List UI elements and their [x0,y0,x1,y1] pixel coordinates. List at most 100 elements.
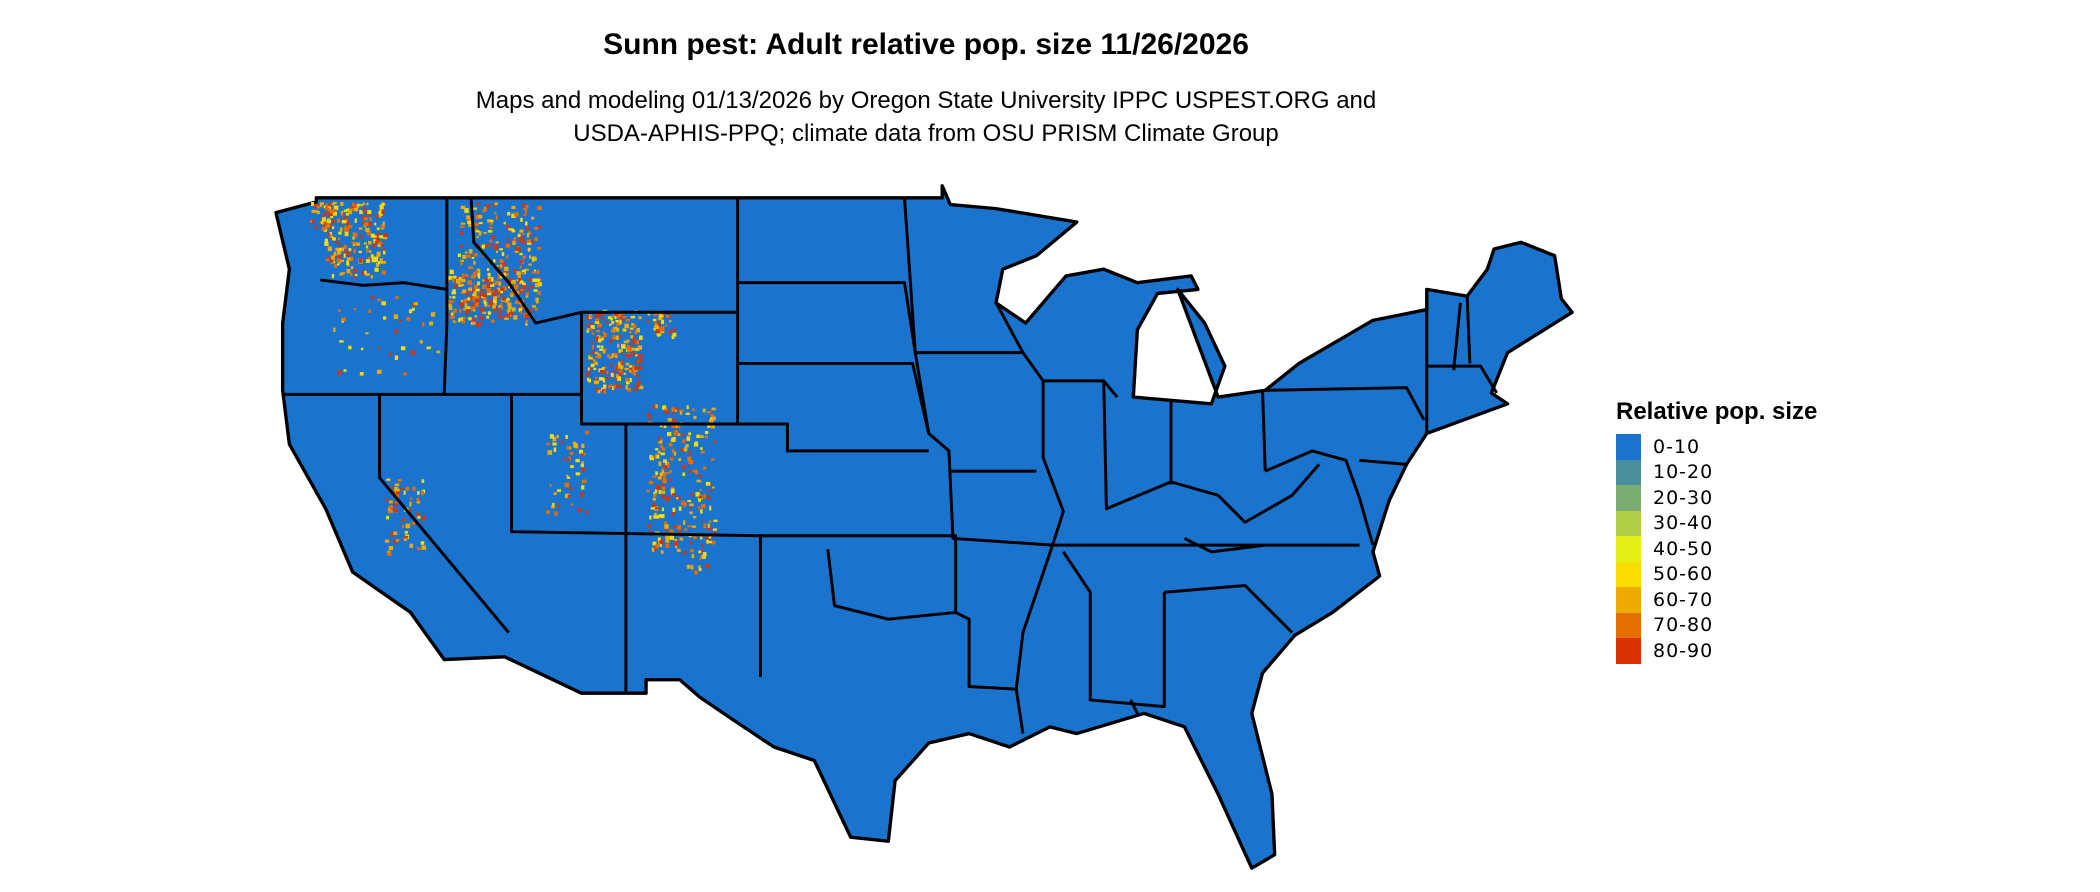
hotspot-cell [653,327,658,331]
hotspot-cell [421,322,425,327]
hotspot-cell [517,280,520,283]
hotspot-cell [380,213,383,216]
hotspot-cell [695,492,700,497]
hotspot-cell [698,550,702,554]
hotspot-cell [528,263,532,266]
hotspot-cell [375,262,379,267]
hotspot-cell [514,250,519,253]
hotspot-cell [494,280,499,285]
hotspot-cell [343,253,346,258]
hotspot-cell [611,386,615,391]
hotspot-cell [332,237,336,241]
hotspot-cell [638,316,642,320]
hotspot-cell [608,356,613,359]
hotspot-cell [594,321,600,324]
hotspot-cell [504,266,509,272]
hotspot-cell [482,284,487,289]
hotspot-cell [692,408,695,412]
hotspot-cell [376,233,379,237]
hotspot-cell [683,502,687,507]
hotspot-cell [523,213,527,217]
hotspot-cell [328,207,331,212]
hotspot-cell [536,278,540,283]
hotspot-cell [472,309,476,312]
legend-item: 60-70 [1616,587,1817,613]
hotspot-cell [482,298,487,301]
hotspot-cell [549,483,552,487]
hotspot-cell [551,505,555,509]
hotspot-cell [454,320,457,324]
hotspot-cell [400,346,406,351]
hotspot-cell [493,244,499,250]
hotspot-cell [482,292,487,298]
hotspot-cell [465,291,469,296]
hotspot-cell [662,478,667,484]
hotspot-cell [353,248,356,254]
hotspot-cell [521,281,525,285]
hotspot-cell [329,209,334,214]
legend-swatch [1616,459,1641,485]
hotspot-cell [384,539,390,543]
hotspot-cell [410,350,416,355]
hotspot-cell [625,385,629,390]
hotspot-cell [661,490,666,494]
hotspot-cell [510,292,514,297]
hotspot-cell [339,273,343,276]
hotspot-cell [655,448,659,451]
hotspot-cell [472,321,476,325]
hotspot-cell [616,374,619,379]
hotspot-cell [690,493,694,496]
hotspot-cell [370,275,374,279]
hotspot-cell [637,380,641,385]
legend-swatch [1616,485,1641,511]
hotspot-cell [348,247,352,252]
hotspot-cell [500,287,505,293]
hotspot-cell [481,254,485,257]
hotspot-cell [501,261,507,266]
hotspot-cell [658,439,663,444]
hotspot-cell [706,411,712,414]
hotspot-cell [662,472,667,477]
hotspot-cell [553,447,557,453]
hotspot-cell [527,278,533,281]
hotspot-cell [511,205,516,210]
legend-label: 80-90 [1653,639,1714,662]
hotspot-cell [700,447,703,451]
hotspot-cell [379,258,383,262]
hotspot-cell [616,311,622,317]
hotspot-cell [713,519,718,523]
hotspot-cell [566,476,571,479]
hotspot-cell [343,369,347,372]
hotspot-cell [409,501,412,507]
hotspot-cell [617,372,623,376]
hotspot-cell [327,206,332,210]
hotspot-cell [655,471,658,476]
hotspot-cell [664,524,669,529]
hotspot-cell [466,306,471,309]
hotspot-cell [337,370,342,375]
hotspot-cell [359,234,363,238]
hotspot-cell [648,523,651,528]
hotspot-cell [581,453,584,456]
hotspot-cell [505,299,509,303]
state-borders [282,197,1499,734]
hotspot-cell [634,340,640,345]
hotspot-cell [389,352,392,357]
hotspot-cell [686,405,689,410]
hotspot-cell [377,369,382,374]
hotspot-cell [322,216,326,222]
hotspot-cell [669,470,672,473]
hotspot-cell [484,301,488,307]
hotspot-cell [708,489,713,492]
hotspot-cell [574,444,579,449]
hotspot-cell [372,243,376,248]
hotspot-cell [648,414,652,420]
hotspot-cell [388,507,391,511]
hotspot-cell [702,552,707,557]
hotspot-cell [499,248,503,251]
hotspot-cell [485,244,489,248]
hotspot-cell [462,273,465,278]
hotspot-cell [622,316,627,319]
legend: Relative pop. size 0-10 10-20 20-30 30-40 40… [1616,398,1817,664]
hotspot-cell [366,248,369,253]
